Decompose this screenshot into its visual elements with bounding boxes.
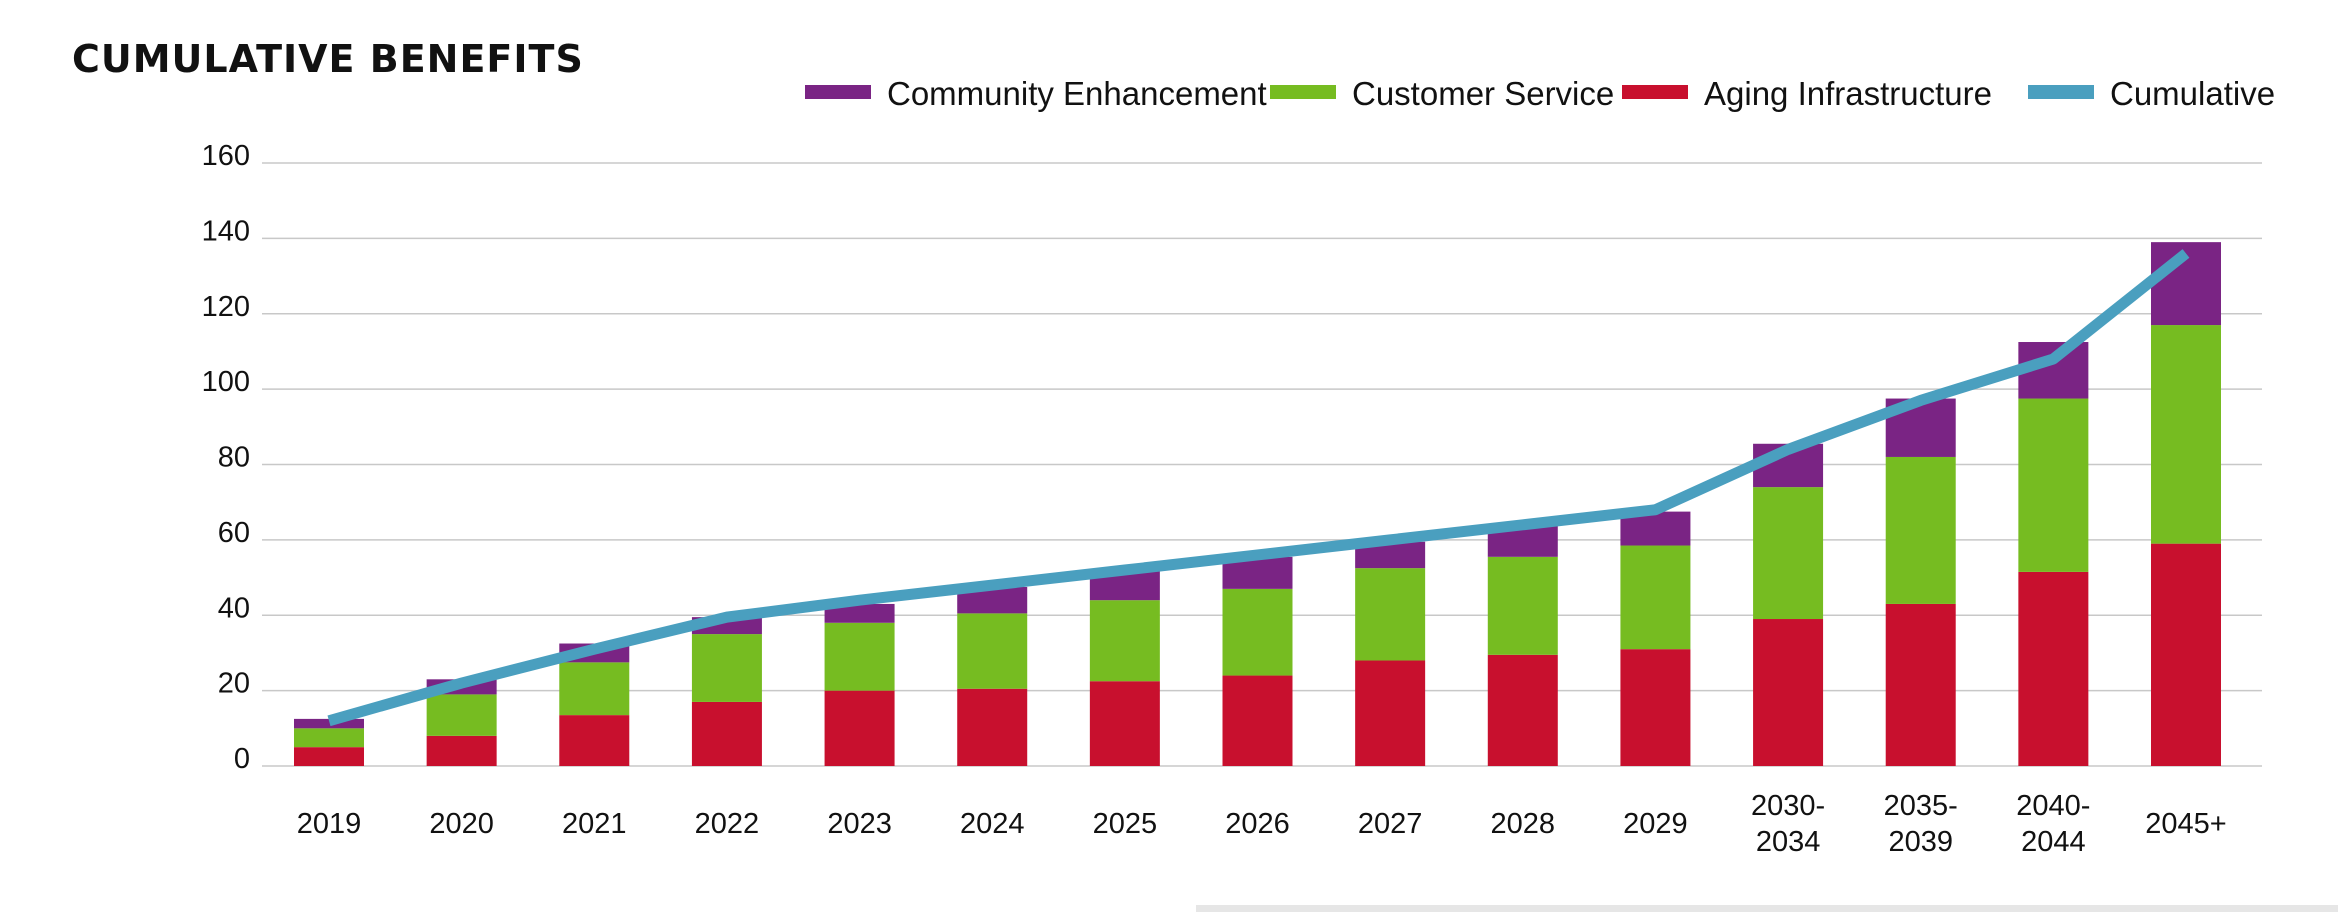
bar-aging-infrastructure-2022 [691, 701, 762, 766]
bar-aging-infrastructure-2023 [824, 690, 895, 766]
y-axis-tick-labels: 0 20 40 60 80 100 120 140 160 [202, 140, 250, 775]
x-tick-label-2029: 2029 [1623, 808, 1688, 840]
y-tick-label-40: 40 [218, 592, 250, 624]
bar-aging-infrastructure-2045 [2151, 543, 2221, 766]
footer-divider [1196, 905, 2338, 912]
y-tick-label-100: 100 [202, 366, 250, 398]
x-tick-label-2028: 2028 [1491, 808, 1556, 840]
bar-aging-infrastructure-2020 [426, 735, 497, 766]
bar-aging-infrastructure-2025 [1089, 681, 1160, 766]
bar-customer-service-2019 [294, 728, 364, 748]
x-tick-label-2045: 2045+ [2145, 808, 2226, 840]
x-tick-label-2019: 2019 [297, 808, 362, 840]
legend-label-community-enhancement: Community Enhancement [887, 75, 1267, 112]
bar-aging-infrastructure-2026 [1222, 675, 1293, 766]
chart-title: CUMULATIVE BENEFITS [72, 37, 584, 81]
legend-item-cumulative: Cumulative [2028, 75, 2275, 112]
x-tick-label-2020: 2020 [429, 808, 494, 840]
bar-aging-infrastructure-2040-2044 [2018, 571, 2089, 766]
bar-aging-infrastructure-2024 [957, 688, 1028, 766]
bar-aging-infrastructure-2029 [1620, 649, 1691, 766]
y-tick-label-60: 60 [218, 517, 250, 549]
cumulative-line-series [327, 249, 2190, 727]
y-tick-label-140: 140 [202, 215, 250, 247]
bar-aging-infrastructure-2035-2039 [1885, 603, 1956, 766]
legend-item-community-enhancement: Community Enhancement [805, 75, 1267, 112]
x-tick-label-2026: 2026 [1225, 808, 1290, 840]
bar-customer-service-2035-2039 [1885, 456, 1956, 604]
y-tick-label-80: 80 [218, 442, 250, 474]
x-tick-label-2022: 2022 [695, 808, 760, 840]
cumulative-line [327, 249, 2190, 727]
x-tick-label-2021: 2021 [562, 808, 627, 840]
bar-customer-service-2029 [1620, 545, 1691, 650]
y-tick-label-120: 120 [202, 291, 250, 323]
x-axis-category-labels: 2019 2020 2021 2022 2023 2024 2025 2026 2027 2028… [297, 790, 2227, 858]
bar-community-enhancement-2023 [824, 603, 895, 623]
x-tick-label-2024: 2024 [960, 808, 1025, 840]
bar-customer-service-2045 [2151, 325, 2221, 544]
x-tick-label-2025: 2025 [1093, 808, 1158, 840]
bar-aging-infrastructure-2028 [1487, 654, 1558, 766]
x-tick-label-2040-2044: 2040-2044 [2016, 790, 2090, 858]
bar-customer-service-2021 [559, 662, 630, 716]
x-tick-label-2035-2039: 2035-2039 [1884, 790, 1958, 858]
legend-label-cumulative: Cumulative [2110, 75, 2275, 112]
bar-aging-infrastructure-2021 [559, 715, 630, 766]
legend-label-aging-infrastructure: Aging Infrastructure [1704, 75, 1992, 112]
bar-customer-service-2025 [1089, 600, 1160, 682]
bar-customer-service-2030-2034 [1753, 487, 1824, 620]
x-tick-label-2023: 2023 [827, 808, 892, 840]
legend-item-aging-infrastructure: Aging Infrastructure [1622, 75, 1992, 112]
y-tick-label-160: 160 [202, 140, 250, 172]
bar-customer-service-2027 [1355, 568, 1426, 661]
legend-item-customer-service: Customer Service [1270, 75, 1614, 112]
bar-customer-service-2022 [691, 634, 762, 702]
x-tick-label-2027: 2027 [1358, 808, 1423, 840]
legend: Community Enhancement Customer Service A… [805, 75, 2275, 112]
legend-swatch-customer-service [1270, 85, 1336, 99]
x-tick-label-2030-2034: 2030-2034 [1751, 790, 1825, 858]
bar-aging-infrastructure-2030-2034 [1753, 619, 1824, 766]
bar-customer-service-2020 [426, 694, 497, 736]
bar-community-enhancement-2019 [294, 718, 364, 729]
bar-customer-service-2024 [957, 613, 1028, 689]
legend-swatch-aging-infrastructure [1622, 85, 1688, 99]
legend-swatch-community-enhancement [805, 85, 871, 99]
bar-customer-service-2023 [824, 622, 895, 691]
bar-customer-service-2040-2044 [2018, 398, 2089, 572]
y-tick-label-20: 20 [218, 668, 250, 700]
bar-customer-service-2026 [1222, 588, 1293, 676]
stacked-bars [294, 242, 2221, 766]
legend-swatch-cumulative [2028, 85, 2094, 99]
legend-label-customer-service: Customer Service [1352, 75, 1614, 112]
bar-aging-infrastructure-2019 [294, 747, 364, 766]
bar-aging-infrastructure-2027 [1355, 660, 1426, 766]
bar-customer-service-2028 [1487, 556, 1558, 655]
y-tick-label-0: 0 [234, 743, 250, 775]
